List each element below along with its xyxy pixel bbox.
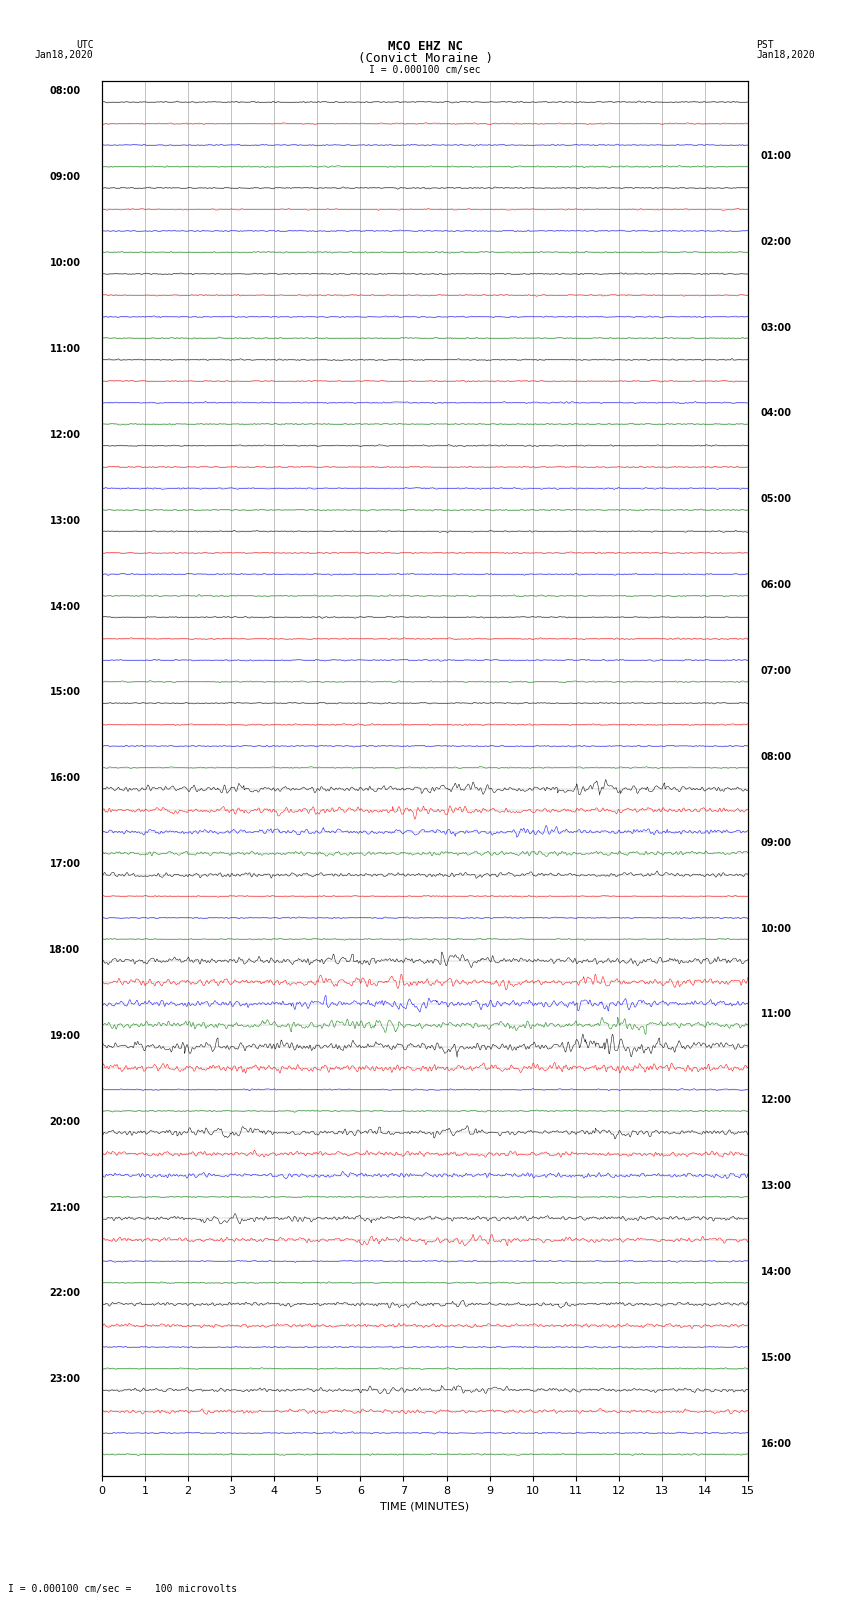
Text: 13:00: 13:00: [761, 1181, 792, 1190]
Text: 12:00: 12:00: [761, 1095, 792, 1105]
Text: 20:00: 20:00: [49, 1116, 81, 1127]
Text: 22:00: 22:00: [49, 1289, 81, 1298]
Text: UTC: UTC: [76, 40, 94, 50]
Text: Jan18,2020: Jan18,2020: [35, 50, 94, 60]
Text: 06:00: 06:00: [761, 581, 792, 590]
Text: 19:00: 19:00: [49, 1031, 81, 1040]
Text: 01:00: 01:00: [761, 150, 792, 161]
Text: 23:00: 23:00: [49, 1374, 81, 1384]
Text: 07:00: 07:00: [761, 666, 792, 676]
Text: PST: PST: [756, 40, 774, 50]
Text: Jan18,2020: Jan18,2020: [756, 50, 815, 60]
Text: 14:00: 14:00: [761, 1266, 792, 1277]
Text: 08:00: 08:00: [49, 87, 81, 97]
Text: 14:00: 14:00: [49, 602, 81, 611]
Text: 09:00: 09:00: [761, 837, 792, 848]
Text: 04:00: 04:00: [761, 408, 792, 418]
Text: 18:00: 18:00: [49, 945, 81, 955]
Text: 11:00: 11:00: [49, 344, 81, 353]
Text: (Convict Moraine ): (Convict Moraine ): [358, 52, 492, 65]
Text: 03:00: 03:00: [761, 323, 792, 332]
Text: 15:00: 15:00: [761, 1353, 792, 1363]
Text: 11:00: 11:00: [761, 1010, 792, 1019]
Text: 10:00: 10:00: [761, 924, 792, 934]
Text: 08:00: 08:00: [761, 752, 792, 761]
Text: I = 0.000100 cm/sec: I = 0.000100 cm/sec: [369, 65, 481, 74]
Text: I = 0.000100 cm/sec =    100 microvolts: I = 0.000100 cm/sec = 100 microvolts: [8, 1584, 238, 1594]
Text: 21:00: 21:00: [49, 1203, 81, 1213]
Text: 13:00: 13:00: [49, 516, 81, 526]
Text: 16:00: 16:00: [761, 1439, 792, 1448]
Text: 12:00: 12:00: [49, 429, 81, 440]
Text: 15:00: 15:00: [49, 687, 81, 697]
Text: 16:00: 16:00: [49, 773, 81, 784]
X-axis label: TIME (MINUTES): TIME (MINUTES): [381, 1502, 469, 1511]
Text: 09:00: 09:00: [49, 173, 81, 182]
Text: 05:00: 05:00: [761, 494, 792, 505]
Text: MCO EHZ NC: MCO EHZ NC: [388, 40, 462, 53]
Text: 02:00: 02:00: [761, 237, 792, 247]
Text: 17:00: 17:00: [49, 860, 81, 869]
Text: 10:00: 10:00: [49, 258, 81, 268]
